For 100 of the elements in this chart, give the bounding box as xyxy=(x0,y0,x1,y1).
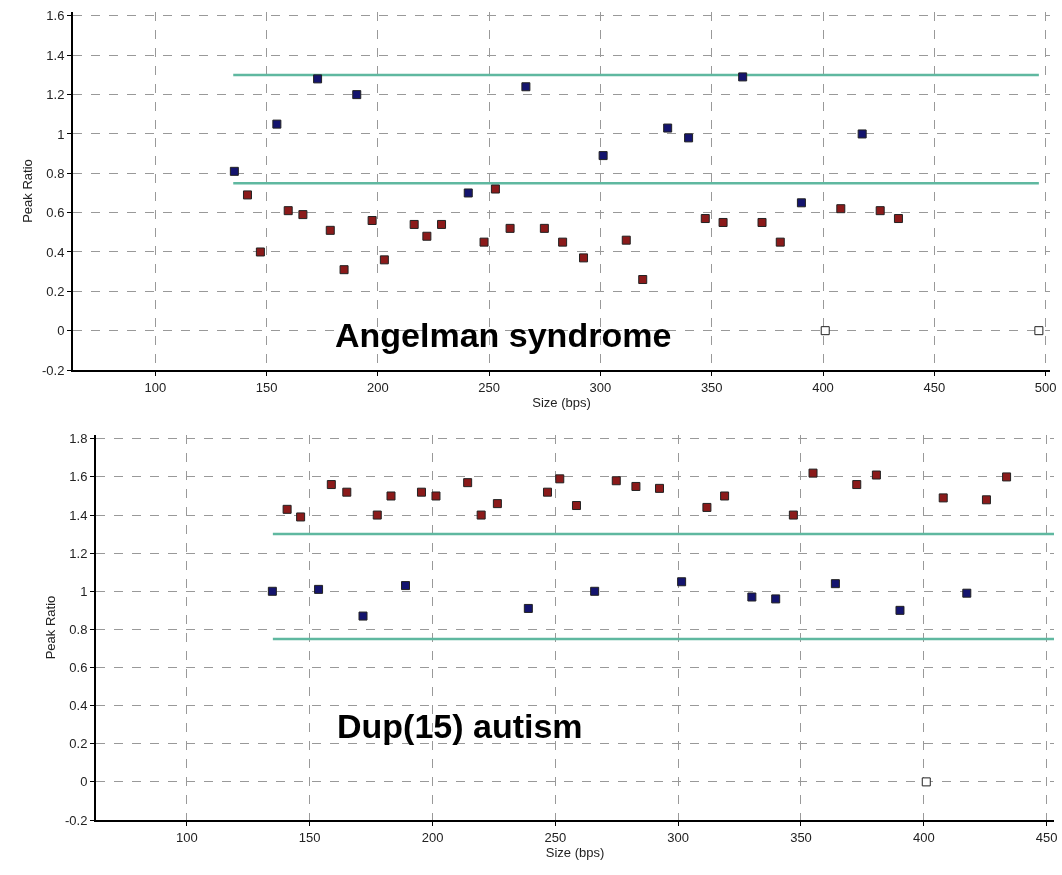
point xyxy=(437,219,447,229)
point xyxy=(358,611,368,621)
point xyxy=(326,480,336,490)
point xyxy=(267,586,277,596)
point xyxy=(229,166,239,176)
point xyxy=(796,198,806,208)
point xyxy=(539,223,549,233)
point xyxy=(684,133,694,143)
point xyxy=(775,237,785,247)
point xyxy=(677,577,687,587)
point xyxy=(422,231,432,241)
point xyxy=(313,74,323,84)
y-axis-title: Peak Ratio xyxy=(20,159,36,223)
x-axis-title: Size (bps) xyxy=(545,844,605,860)
point xyxy=(598,151,608,161)
y-tick-label: 1.6 xyxy=(69,469,88,485)
point xyxy=(352,90,362,100)
y-tick-label: 1.8 xyxy=(69,431,88,447)
y-tick-label: 0 xyxy=(57,323,65,339)
point xyxy=(921,777,931,787)
point xyxy=(463,188,473,198)
point xyxy=(962,588,972,598)
point xyxy=(342,487,352,497)
point xyxy=(1002,472,1012,482)
point xyxy=(871,470,881,480)
y-tick-label: 1.2 xyxy=(46,87,65,103)
point xyxy=(339,265,349,275)
y-axis-title: Peak Ratio xyxy=(43,595,59,660)
point xyxy=(938,493,948,503)
x-tick-label: 500 xyxy=(1034,379,1057,395)
point xyxy=(490,184,500,194)
x-tick-label: 450 xyxy=(1035,829,1058,845)
point xyxy=(590,586,600,596)
point xyxy=(895,605,905,615)
point xyxy=(857,129,867,139)
point xyxy=(836,204,846,214)
point xyxy=(476,510,486,520)
y-tick-label: 1 xyxy=(80,583,88,599)
point xyxy=(367,216,377,226)
point xyxy=(663,123,673,133)
y-tick-label: 0 xyxy=(80,774,88,790)
y-tick-label: 0.6 xyxy=(69,660,88,676)
y-tick-label: -0.2 xyxy=(64,812,88,828)
y-tick-label: 0.2 xyxy=(46,283,65,299)
annotation: Angelman syndrome xyxy=(335,316,672,354)
point xyxy=(700,214,710,224)
x-tick-label: 400 xyxy=(812,379,834,395)
point xyxy=(621,235,631,245)
y-tick-label: 0.2 xyxy=(69,736,88,752)
point xyxy=(738,72,748,82)
point xyxy=(325,225,335,235)
point xyxy=(747,592,757,602)
point xyxy=(788,510,798,520)
point xyxy=(463,478,473,488)
point xyxy=(981,495,991,505)
y-tick-label: 1.4 xyxy=(69,507,88,523)
point xyxy=(283,206,293,216)
point xyxy=(830,579,840,589)
point xyxy=(314,584,324,594)
y-tick-label: 0.6 xyxy=(46,205,65,221)
point xyxy=(379,255,389,265)
y-tick-label: 0.4 xyxy=(69,698,88,714)
x-tick-label: 150 xyxy=(298,829,321,845)
annotation: Dup(15) autism xyxy=(337,707,583,745)
x-tick-label: 300 xyxy=(589,379,612,395)
x-tick-label: 400 xyxy=(912,829,935,845)
point xyxy=(272,119,282,129)
point xyxy=(611,476,621,486)
point xyxy=(523,603,533,613)
y-tick-label: 0.4 xyxy=(46,244,65,260)
x-tick-label: 250 xyxy=(478,379,501,395)
point xyxy=(893,214,903,224)
point xyxy=(372,510,382,520)
point xyxy=(255,247,265,257)
point xyxy=(386,491,396,501)
point xyxy=(479,237,489,247)
point xyxy=(242,190,252,200)
point xyxy=(718,217,728,227)
x-tick-label: 200 xyxy=(367,379,389,395)
point xyxy=(298,210,308,220)
point xyxy=(521,82,531,92)
point xyxy=(505,223,515,233)
point xyxy=(852,480,862,490)
x-tick-label: 100 xyxy=(176,829,198,845)
point xyxy=(720,491,730,501)
x-tick-label: 350 xyxy=(700,379,723,395)
point xyxy=(558,237,568,247)
point xyxy=(655,483,664,493)
point xyxy=(820,326,830,336)
point xyxy=(431,491,441,501)
point xyxy=(542,487,552,497)
y-tick-label: 1.2 xyxy=(69,545,88,561)
y-tick-label: -0.2 xyxy=(41,362,65,378)
x-tick-label: 100 xyxy=(144,379,167,395)
y-tick-label: 1 xyxy=(57,126,65,142)
point xyxy=(409,219,419,229)
point xyxy=(771,594,781,604)
x-tick-label: 200 xyxy=(421,829,444,845)
x-tick-label: 450 xyxy=(923,379,946,395)
x-tick-label: 250 xyxy=(544,829,567,845)
